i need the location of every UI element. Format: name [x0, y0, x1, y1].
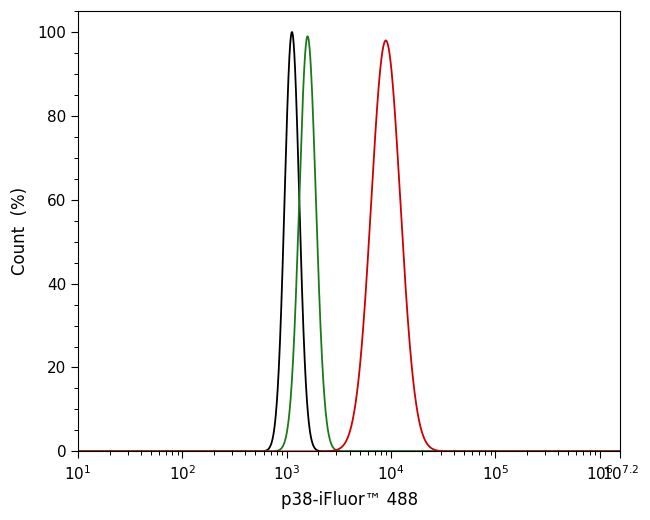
Y-axis label: Count  (%): Count (%) — [11, 187, 29, 275]
X-axis label: p38-iFluor™ 488: p38-iFluor™ 488 — [281, 491, 418, 509]
